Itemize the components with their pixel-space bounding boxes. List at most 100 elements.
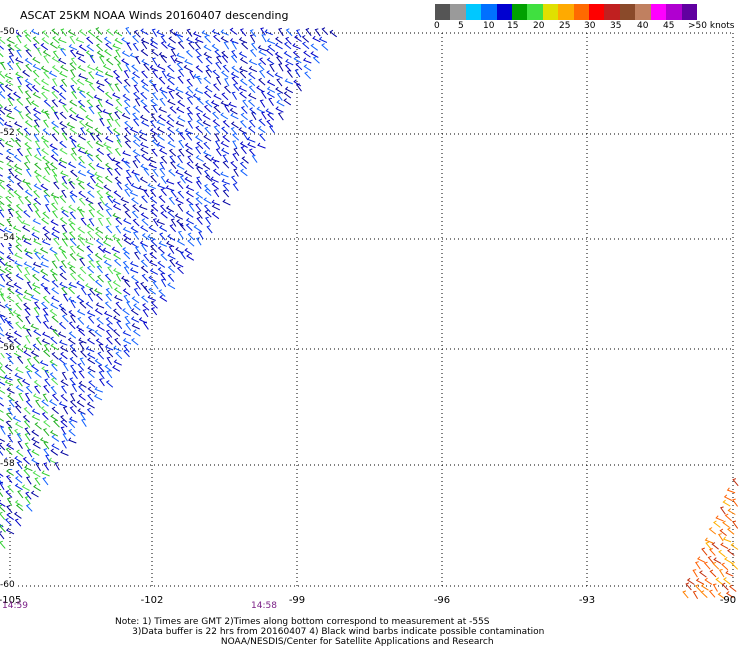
wind-barb <box>158 106 167 113</box>
wind-barb <box>60 64 69 72</box>
wind-barb <box>131 323 140 330</box>
wind-barb <box>159 225 168 232</box>
wind-barb <box>4 73 13 80</box>
wind-barb <box>24 251 33 260</box>
wind-barb <box>0 531 5 540</box>
wind-barb <box>165 205 175 213</box>
wind-barb <box>49 143 58 150</box>
wind-barb <box>194 36 204 43</box>
wind-barb <box>79 357 86 366</box>
wind-barb <box>314 28 321 37</box>
wind-barb <box>21 484 30 491</box>
wind-barb <box>62 232 69 241</box>
wind-barb <box>221 147 230 155</box>
wind-barb <box>108 83 114 92</box>
wind-barb <box>70 169 78 178</box>
wind-barb <box>187 155 194 164</box>
wind-barb <box>4 517 12 526</box>
wind-barb <box>70 84 77 94</box>
wind-barb <box>33 197 42 206</box>
wind-barb <box>14 400 22 409</box>
wind-barb <box>248 93 257 100</box>
wind-barb <box>251 154 258 163</box>
wind-barb <box>61 286 68 295</box>
wind-barb <box>205 99 213 108</box>
wind-barb <box>87 386 96 394</box>
wind-barb <box>4 266 13 274</box>
wind-barb <box>94 231 103 239</box>
wind-barb <box>113 252 121 260</box>
wind-barb <box>242 99 249 108</box>
wind-barb <box>6 148 15 156</box>
wind-barb <box>14 174 22 182</box>
wind-barb <box>25 399 33 408</box>
wind-barb <box>85 301 94 309</box>
wind-barb <box>51 210 58 219</box>
wind-barb <box>0 139 5 148</box>
wind-barb <box>711 542 719 550</box>
wind-barb <box>86 401 95 409</box>
colorbar-swatch <box>558 4 574 20</box>
wind-barb <box>224 104 230 113</box>
wind-barb <box>222 134 230 143</box>
wind-barb <box>15 244 23 253</box>
wind-barb <box>142 303 150 311</box>
lon-label: -96 <box>433 595 451 606</box>
wind-barb <box>36 148 42 157</box>
wind-barb <box>202 113 211 120</box>
wind-barb <box>76 143 85 150</box>
wind-barb <box>77 56 86 64</box>
wind-barb <box>51 260 58 269</box>
wind-barb <box>22 456 30 465</box>
wind-barb <box>33 77 41 86</box>
wind-barb <box>188 203 195 212</box>
wind-barb <box>167 282 176 290</box>
wind-barb <box>156 63 166 71</box>
wind-barb <box>161 70 168 79</box>
wind-barb <box>292 43 301 50</box>
wind-barb <box>186 37 195 44</box>
wind-barb <box>61 371 68 380</box>
wind-barb <box>166 72 175 80</box>
wind-barb <box>24 57 33 65</box>
wind-barb <box>69 314 76 323</box>
wind-barb <box>13 350 22 358</box>
wind-barb <box>41 91 48 100</box>
wind-barb <box>133 303 141 311</box>
wind-barb <box>228 101 237 108</box>
wind-barb <box>7 93 15 101</box>
wind-barb <box>34 385 41 394</box>
wind-barb <box>95 238 104 246</box>
wind-barb <box>70 76 78 85</box>
wind-barb <box>108 112 114 121</box>
wind-barb <box>4 364 13 372</box>
wind-barb <box>68 296 77 304</box>
wind-barb <box>0 373 6 380</box>
wind-barb <box>106 323 114 331</box>
wind-barb <box>131 296 140 304</box>
wind-barb <box>230 127 238 136</box>
wind-barb <box>151 204 159 212</box>
wind-barb <box>0 378 6 386</box>
wind-barb <box>87 352 96 359</box>
wind-barb <box>168 245 175 254</box>
wind-barb <box>33 113 41 121</box>
wind-barb <box>123 160 131 169</box>
wind-barb <box>177 155 183 164</box>
wind-barb <box>169 224 176 233</box>
colorbar-swatch <box>512 4 528 20</box>
wind-barb <box>69 377 76 386</box>
map-title: ASCAT 25KM NOAA Winds 20160407 descendin… <box>20 9 289 22</box>
colorbar-label: 25 <box>559 21 571 31</box>
wind-barb <box>69 399 77 408</box>
wind-barb <box>54 462 60 471</box>
wind-barb <box>204 35 211 43</box>
wind-barb <box>24 496 31 505</box>
wind-barb <box>78 155 85 164</box>
wind-barb <box>87 293 94 302</box>
wind-barb <box>233 147 240 156</box>
wind-barb <box>125 322 132 331</box>
wind-barb <box>124 106 131 115</box>
wind-barb <box>121 112 131 120</box>
wind-barb <box>204 188 212 196</box>
